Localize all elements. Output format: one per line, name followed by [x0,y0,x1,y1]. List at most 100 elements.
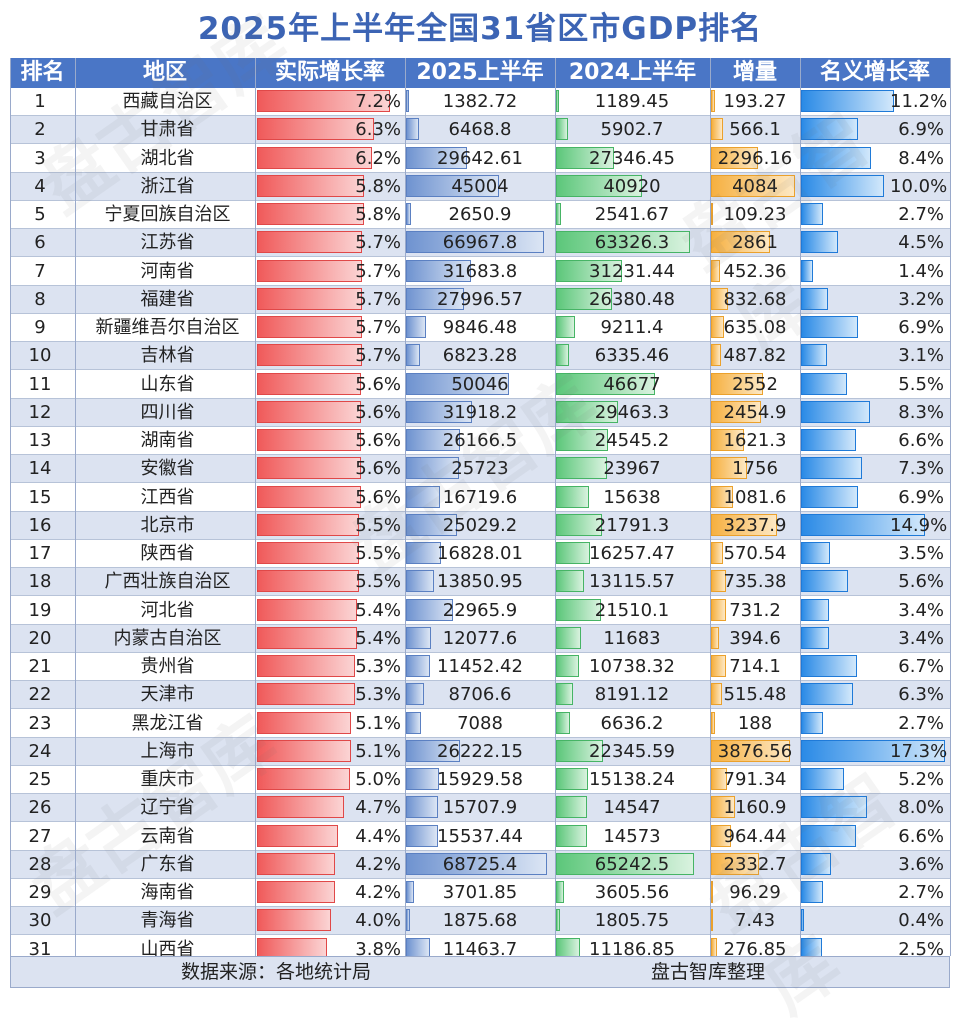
nominal-growth-value: 3.1% [898,345,944,367]
rank-cell: 10 [28,345,52,367]
region-cell: 贵州省 [140,656,195,677]
nominal-growth-bar [801,824,856,847]
table-row: 27 云南省 4.4% 15537.44 14573 964.44 6.6% [10,822,950,851]
increase-value: 3876.56 [717,740,793,762]
grid-line [255,58,256,956]
footer-source: 数据来源：各地统计局 [181,961,372,983]
gdp2025-value: 13850.95 [437,571,523,593]
table-row: 29 海南省 4.2% 3701.85 3605.56 96.29 2.7% [10,879,950,907]
gdp2025-value: 11452.42 [437,656,523,677]
gdp2024-value: 15638 [603,486,661,508]
nominal-growth-bar [801,400,870,423]
gdp2024-value: 2541.67 [594,204,670,225]
grid-line [800,58,801,956]
gdp2024-value: 31231.44 [589,260,675,282]
nominal-growth-value: 6.9% [898,119,944,141]
increase-bar [711,626,720,649]
gdp2024-value: 26380.48 [589,288,675,310]
real-growth-bar [257,909,331,932]
real-growth-bar [257,429,361,451]
real-growth-value: 5.4% [355,599,401,621]
real-growth-value: 5.5% [355,571,401,593]
increase-bar [711,457,747,480]
real-growth-bar [257,739,352,762]
gdp2024-bar [556,457,607,480]
real-growth-value: 5.8% [355,204,401,225]
region-cell: 广西壮族自治区 [104,571,231,593]
nominal-growth-value: 2.5% [898,938,944,960]
increase-bar [711,909,713,932]
increase-value: 964.44 [723,825,787,847]
gdp2025-value: 15707.9 [442,797,518,819]
nominal-growth-bar [801,259,813,282]
table-row: 30 青海省 4.0% 1875.68 1805.75 7.43 0.4% [10,907,950,936]
increase-bar [711,598,726,621]
region-cell: 黑龙江省 [131,712,204,734]
gdp2025-bar [406,259,472,282]
real-growth-bar [257,626,357,649]
gdp2025-bar [406,513,458,536]
increase-value: 2861 [732,232,778,254]
real-growth-bar [257,824,339,847]
rank-cell: 7 [34,260,46,282]
gdp2025-value: 9846.48 [442,317,518,338]
gdp2025-value: 7088 [457,712,503,734]
gdp2025-bar [406,711,421,734]
increase-value: 3237.9 [723,514,787,536]
real-growth-bar [257,513,359,536]
increase-bar [711,570,727,593]
gdp2024-value: 46677 [603,373,661,395]
nominal-growth-bar [801,90,895,112]
real-growth-value: 5.1% [355,712,401,734]
gdp2025-value: 27996.57 [437,288,523,310]
nominal-growth-value: 3.5% [898,543,944,564]
real-growth-value: 5.5% [355,543,401,564]
gdp2025-value: 31683.8 [442,260,518,282]
real-growth-value: 5.7% [355,260,401,282]
region-cell: 内蒙古自治区 [113,627,222,649]
grid-line [75,58,76,956]
nominal-growth-value: 11.2% [890,91,948,112]
gdp2024-bar [556,372,655,395]
real-growth-bar [257,768,350,790]
gdp2024-bar [556,231,690,254]
gdp2025-value: 25029.2 [442,514,518,536]
rank-cell: 4 [34,175,46,197]
increase-bar [711,542,723,564]
gdp2024-bar [556,429,608,451]
table-row: 13 湖南省 5.6% 26166.5 24545.2 1621.3 6.6% [10,427,950,455]
gdp2025-bar [406,372,509,395]
rank-cell: 26 [28,797,52,819]
real-growth-value: 5.3% [355,684,401,706]
nominal-growth-value: 6.9% [898,317,944,338]
nominal-growth-value: 3.2% [898,288,944,310]
gdp2025-bar [406,598,454,621]
rank-cell: 5 [34,204,46,225]
nominal-growth-bar [801,881,824,903]
real-growth-bar [257,372,361,395]
region-cell: 浙江省 [140,175,195,197]
gdp2025-value: 26166.5 [442,430,518,451]
gdp2024-bar [556,485,589,508]
grid-line [555,58,556,956]
nominal-growth-value: 5.5% [898,373,944,395]
rank-cell: 24 [28,740,52,762]
increase-value: 1081.6 [723,486,787,508]
nominal-growth-bar [801,626,830,649]
region-cell: 西藏自治区 [122,91,213,112]
header-rank: 排名 [20,60,65,85]
nominal-growth-value: 5.2% [898,769,944,790]
gdp2024-value: 21791.3 [594,514,670,536]
gdp2024-value: 40920 [603,175,661,197]
nominal-growth-bar [801,513,925,536]
gdp2025-value: 68725.4 [442,853,518,875]
nominal-growth-value: 2.7% [898,712,944,734]
table-row: 3 湖北省 6.2% 29642.61 27346.45 2296.16 8.4% [10,144,950,173]
gdp2024-bar [556,626,581,649]
gdp2025-bar [406,683,424,706]
increase-bar [711,796,735,819]
real-growth-bar [257,711,352,734]
table-row: 25 重庆市 5.0% 15929.58 15138.24 791.34 5.2% [10,766,950,794]
real-growth-value: 4.4% [355,825,401,847]
gdp2024-value: 14547 [603,797,661,819]
